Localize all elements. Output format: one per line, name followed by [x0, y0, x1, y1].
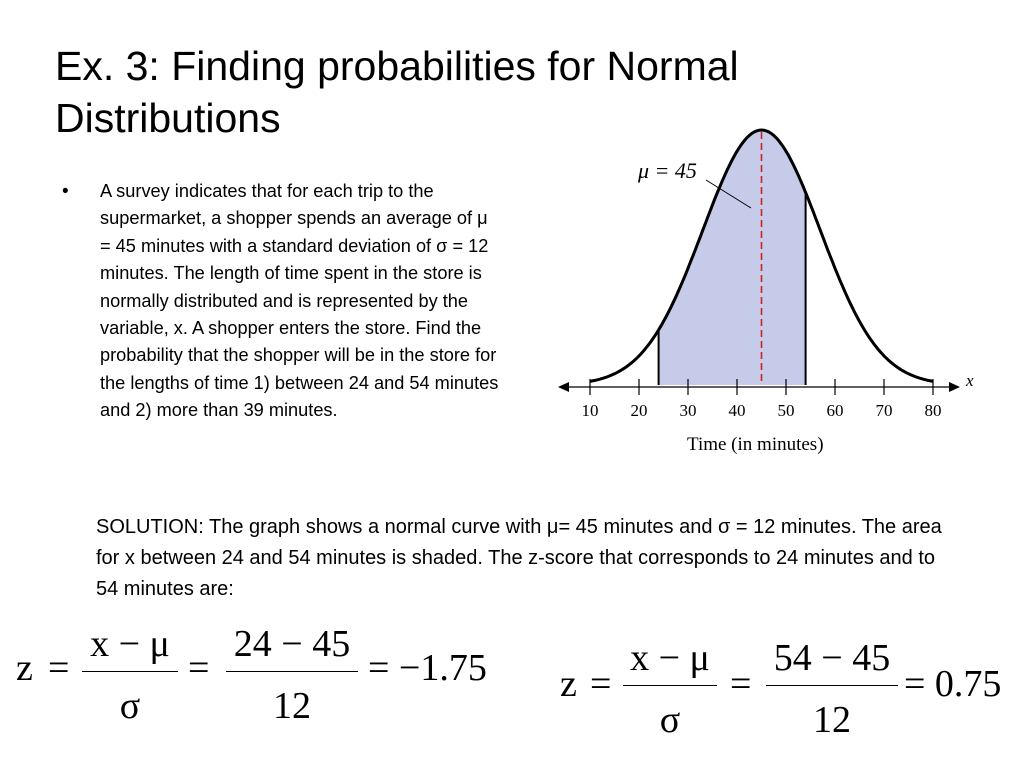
x-tick-label: 20: [631, 401, 648, 420]
shaded-area: [658, 130, 806, 385]
eq1-denominator-2: 12: [273, 685, 311, 727]
x-tick-label: 10: [582, 401, 599, 420]
normal-curve-graph: μ = 45 x 10 20 30 40 50 60 70 80 Time (in minut…: [558, 128, 974, 455]
eq1-fraction-bar-2: [226, 671, 358, 672]
bullet-dot: •: [62, 181, 69, 202]
normal-curve: [589, 128, 934, 383]
x-tick-label: 50: [778, 401, 795, 420]
x-axis-right-arrow: [949, 382, 960, 392]
x-axis-left-arrow: [558, 382, 569, 392]
x-tick-label: 80: [925, 401, 942, 420]
eq2-equals-2: =: [730, 663, 752, 705]
x-tick-label: 40: [729, 401, 746, 420]
title-line-2: Distributions: [55, 95, 281, 141]
eq2-denominator-1: σ: [659, 699, 681, 741]
eq2-numerator-1: x − μ: [630, 637, 710, 679]
eq2-equals-1: =: [590, 663, 612, 705]
eq2-lhs: z: [560, 663, 577, 705]
eq1-equals-2: =: [188, 647, 210, 689]
slide-title: Ex. 3: Finding probabilities for Normal …: [55, 40, 875, 144]
eq1-numerator-2: 24 − 45: [233, 623, 351, 665]
axis-variable: x: [965, 371, 974, 390]
eq1-denominator-1: σ: [119, 685, 141, 727]
problem-text: A survey indicates that for each trip to…: [100, 181, 499, 421]
eq2-result: = 0.75: [904, 663, 1002, 705]
eq2-fraction-bar-1: [623, 685, 717, 686]
eq2-fraction-bar-2: [766, 685, 898, 686]
x-tick-label: 70: [876, 401, 893, 420]
axis-title: Time (in minutes): [687, 434, 824, 455]
eq1-result: = −1.75: [368, 647, 487, 689]
eq1-numerator-1: x − μ: [90, 623, 170, 665]
mean-label: μ = 45: [637, 158, 697, 183]
x-tick-label: 60: [827, 401, 844, 420]
title-line-1: Ex. 3: Finding probabilities for Normal: [55, 43, 739, 89]
eq1-lhs: z: [16, 647, 33, 689]
eq1-fraction-bar-1: [82, 671, 178, 672]
eq1-equals-1: =: [48, 647, 70, 689]
eq2-numerator-2: 54 − 45: [773, 637, 891, 679]
x-tick-label: 30: [680, 401, 697, 420]
solution-text: SOLUTION: The graph shows a normal curve…: [96, 516, 942, 600]
eq2-denominator-2: 12: [813, 699, 851, 741]
mean-label-pointer: [705, 179, 752, 209]
